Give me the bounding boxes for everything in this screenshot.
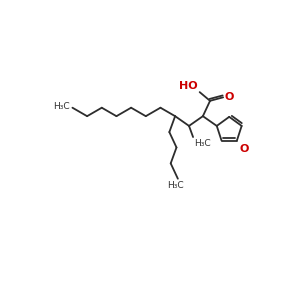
Text: O: O (225, 92, 234, 101)
Text: H₃C: H₃C (167, 181, 184, 190)
Text: H₃C: H₃C (194, 139, 211, 148)
Text: HO: HO (179, 81, 198, 91)
Text: O: O (239, 144, 249, 154)
Text: H₃C: H₃C (53, 102, 70, 111)
